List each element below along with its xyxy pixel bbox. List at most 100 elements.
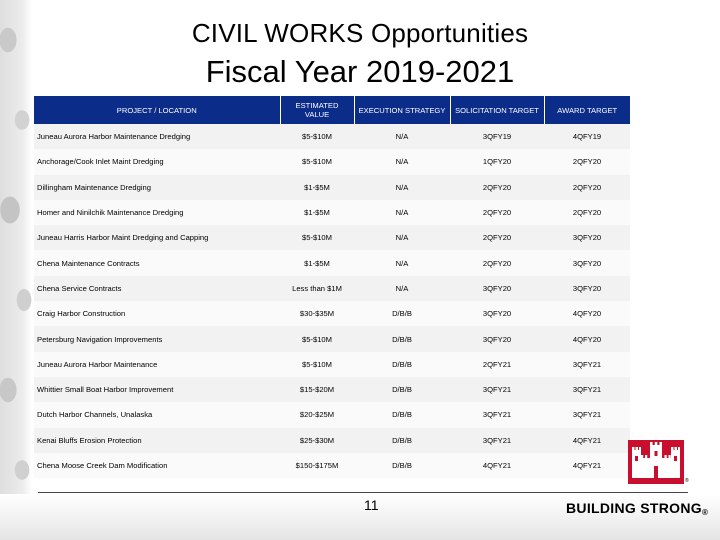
title-line-1: CIVIL WORKS Opportunities [191,18,529,48]
cell-solicitation-target: 2QFY20 [450,199,544,226]
header-execution-strategy: EXECUTION STRATEGY [354,96,451,124]
table-row: Juneau Harris Harbor Maint Dredging and … [34,225,630,251]
cell-execution-strategy: D/B/B [354,351,450,377]
cell-project: Chena Service Contracts [34,275,280,302]
cell-estimated-value: $5-$10M [280,149,354,175]
cell-estimated-value: $1-$5M [280,199,354,226]
cell-execution-strategy: N/A [354,174,450,200]
table-row: Anchorage/Cook Inlet Maint Dredging $5-$1… [34,149,630,175]
cell-project: Kenai Bluffs Erosion Protection [34,427,280,453]
table-row: Dillingham Maintenance Dredging $1-$5M N/A… [34,174,630,200]
table-row: Juneau Aurora Harbor Maintenance Dredgin… [34,124,630,150]
cell-award-target: 3QFY20 [544,225,630,251]
table-row: Dutch Harbor Channels, Unalaska $20-$25M D… [34,402,630,428]
cell-execution-strategy: D/B/B [354,376,450,403]
table-row: Juneau Aurora Harbor Maintenance $5-$10M D… [34,351,630,377]
header-project-location: PROJECT / LOCATION [34,96,281,124]
cell-solicitation-target: 1QFY20 [450,149,544,175]
header-estimated-value: ESTIMATED VALUE [280,96,355,124]
cell-award-target: 4QFY21 [544,452,630,479]
cell-project: Chena Moose Creek Dam Modification [34,452,280,479]
cell-execution-strategy: N/A [354,124,450,150]
opportunities-table: PROJECT / LOCATION ESTIMATED VALUE EXECU… [34,96,630,479]
table-row: Chena Moose Creek Dam Modification $150-$… [34,452,630,479]
title-line-2: Fiscal Year 2019-2021 [205,54,515,89]
table-row: Kenai Bluffs Erosion Protection $25-$30M D… [34,427,630,453]
table-row: Homer and Ninilchik Maintenance Dredging… [34,199,630,226]
cell-execution-strategy: N/A [354,275,450,302]
cell-award-target: 3QFY20 [544,275,630,302]
cell-award-target: 2QFY20 [544,149,630,175]
cell-solicitation-target: 3QFY19 [450,124,544,150]
cell-estimated-value: Less than $1M [280,275,354,302]
cell-project: Chena Maintenance Contracts [34,250,280,276]
cell-estimated-value: $20-$25M [280,402,354,428]
cell-execution-strategy: D/B/B [354,326,450,352]
tagline-registered-mark: ® [701,508,709,517]
cell-project: Anchorage/Cook Inlet Maint Dredging [34,149,280,175]
table-body: Juneau Aurora Harbor Maintenance Dredgin… [34,124,630,479]
cell-project: Homer and Ninilchik Maintenance Dredging [34,199,280,226]
cell-project: Dillingham Maintenance Dredging [34,174,280,200]
cell-estimated-value: $15-$20M [280,376,354,403]
cell-execution-strategy: D/B/B [354,427,450,453]
cell-project: Craig Harbor Construction [34,301,280,327]
cell-execution-strategy: D/B/B [354,402,450,428]
table-row: Craig Harbor Construction $30-$35M D/B/B 3Q… [34,301,630,327]
cell-project: Juneau Aurora Harbor Maintenance Dredgin… [34,124,280,150]
cell-award-target: 4QFY20 [544,301,630,327]
table-row: Petersburg Navigation Improvements $5-$10… [34,326,630,352]
camo-side-band [0,0,32,540]
cell-execution-strategy: N/A [354,199,450,226]
cell-solicitation-target: 3QFY21 [450,402,544,428]
cell-solicitation-target: 3QFY21 [450,376,544,403]
cell-solicitation-target: 3QFY20 [450,326,544,352]
cell-award-target: 2QFY20 [544,199,630,226]
camo-bottom-band [0,494,720,540]
cell-estimated-value: $1-$5M [280,250,354,276]
tagline-text: BUILDING STRONG [566,500,702,516]
cell-estimated-value: $5-$10M [280,351,354,377]
cell-solicitation-target: 2QFY20 [450,250,544,276]
table-row: Whittier Small Boat Harbor Improvement $1… [34,376,630,403]
cell-solicitation-target: 3QFY20 [450,275,544,302]
table-row: Chena Maintenance Contracts $1-$5M N/A 2QFY… [34,250,630,276]
cell-project: Juneau Harris Harbor Maint Dredging and … [34,225,280,251]
cell-award-target: 3QFY21 [544,402,630,428]
cell-solicitation-target: 2QFY20 [450,225,544,251]
cell-execution-strategy: N/A [354,250,450,276]
cell-estimated-value: $30-$35M [280,301,354,327]
cell-estimated-value: $5-$10M [280,225,354,251]
building-strong-tagline: BUILDING STRONG® [566,500,708,517]
cell-award-target: 2QFY20 [544,174,630,200]
logo-registered-mark: ® [685,478,689,484]
table-row: Chena Service Contracts Less than $1M N/A 3… [34,275,630,302]
header-award-target: AWARD TARGET [544,96,630,124]
footer-divider [38,492,688,493]
cell-award-target: 3QFY21 [544,376,630,403]
cell-award-target: 4QFY20 [544,326,630,352]
cell-execution-strategy: D/B/B [354,452,450,479]
cell-solicitation-target: 3QFY20 [450,301,544,327]
cell-estimated-value: $5-$10M [280,326,354,352]
cell-execution-strategy: D/B/B [354,301,450,327]
cell-solicitation-target: 4QFY21 [450,452,544,479]
cell-solicitation-target: 2QFY20 [450,174,544,200]
cell-award-target: 4QFY19 [544,124,630,150]
usace-castle-logo [628,440,684,484]
table-header-row: PROJECT / LOCATION ESTIMATED VALUE EXECU… [34,96,630,124]
cell-execution-strategy: N/A [354,149,450,175]
cell-estimated-value: $150-$175M [280,452,354,479]
cell-estimated-value: $25-$30M [280,427,354,453]
cell-estimated-value: $1-$5M [280,174,354,200]
page-number: 11 [364,497,379,513]
header-solicitation-target: SOLICITATION TARGET [450,96,545,124]
cell-project: Dutch Harbor Channels, Unalaska [34,402,280,428]
cell-award-target: 3QFY21 [544,351,630,377]
cell-project: Whittier Small Boat Harbor Improvement [34,376,280,403]
cell-estimated-value: $5-$10M [280,124,354,150]
cell-project: Juneau Aurora Harbor Maintenance [34,351,280,377]
cell-execution-strategy: N/A [354,225,450,251]
cell-award-target: 4QFY21 [544,427,630,453]
cell-project: Petersburg Navigation Improvements [34,326,280,352]
